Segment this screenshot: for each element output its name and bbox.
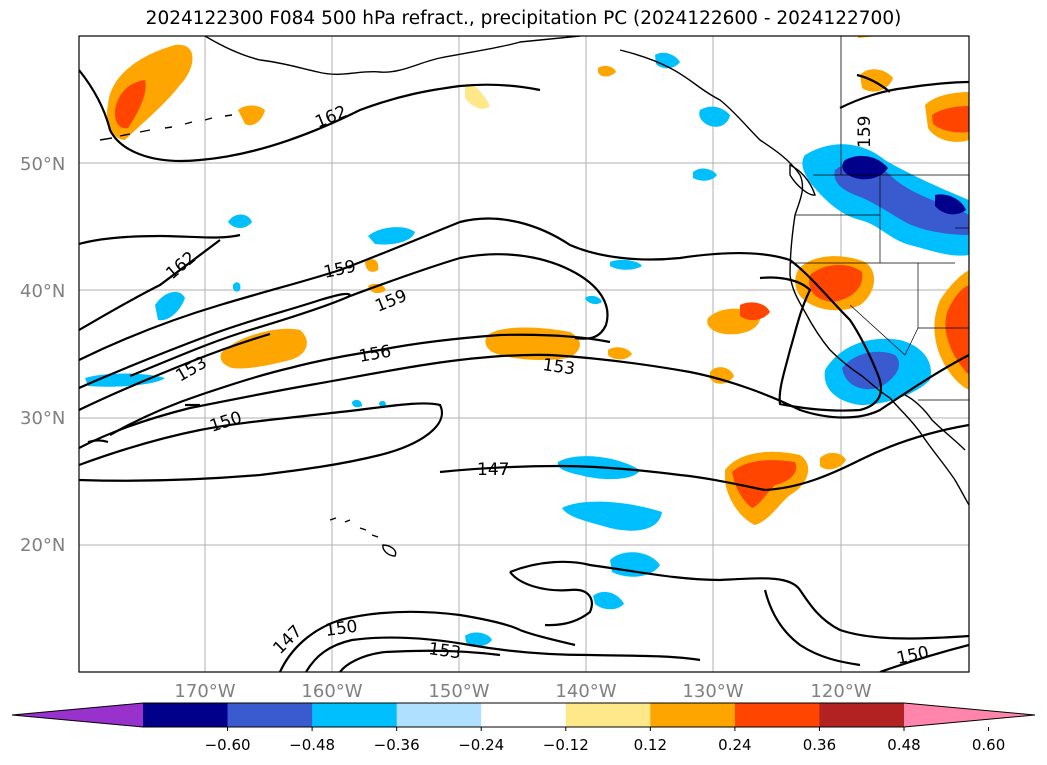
colorbar-tick-label: −0.12 [543, 736, 589, 754]
contour-label: 147 [477, 460, 509, 480]
colorbar-segment [650, 703, 736, 727]
refractivity-contours [79, 69, 969, 672]
precip-blob-west-band [220, 328, 307, 369]
contour-south-east [763, 589, 861, 667]
lat-label: 40°N [20, 281, 65, 302]
contour-ne [839, 80, 969, 109]
longitude-labels: 170°W 160°W 150°W 140°W 130°W 120°W [174, 681, 871, 702]
lon-label: 140°W [555, 681, 616, 702]
lat-label: 50°N [20, 154, 65, 175]
colorbar-segment [227, 703, 313, 727]
precip-blob-small [710, 367, 734, 384]
contour-153-south [339, 649, 501, 672]
colorbar-segment [734, 703, 820, 727]
lon-label: 130°W [682, 681, 743, 702]
contour-label: 153 [541, 355, 576, 379]
contour-153 [79, 353, 969, 449]
precip-blob-california [795, 256, 875, 311]
colorbar-tick-label: 0.12 [634, 736, 667, 754]
contour-147-south [278, 610, 521, 672]
colorbar-extend-low [12, 703, 143, 727]
contour-150-south [509, 560, 969, 640]
contour-ne-small [856, 73, 891, 93]
latitude-labels: 50°N 40°N 30°N 20°N [20, 154, 65, 556]
contour-162-north [79, 69, 541, 162]
contour-153-south-b [519, 628, 576, 647]
colorbar-segment [481, 703, 567, 727]
contour-156-wedge [79, 292, 352, 390]
lon-label: 170°W [174, 681, 235, 702]
contour-162-west [79, 233, 241, 246]
precip-blob-small [238, 105, 265, 126]
map-frame [78, 35, 970, 673]
precip-blob-ne [858, 36, 969, 142]
contour-162-west-lower [79, 239, 221, 331]
contour-159-inner [349, 253, 609, 340]
contour-150-se [879, 643, 969, 672]
colorbar-segment [312, 703, 398, 727]
precip-blob-pnw [655, 52, 969, 256]
precip-shading [85, 36, 969, 647]
contour-small [87, 439, 109, 444]
precip-blob-small [608, 347, 632, 360]
lon-label: 150°W [428, 681, 489, 702]
colorbar-tick-label: −0.48 [289, 736, 335, 754]
colorbar-segment [565, 703, 651, 727]
contour-label: 159 [855, 116, 875, 148]
lon-label: 120°W [810, 681, 871, 702]
lon-label: 160°W [301, 681, 362, 702]
colorbar-segment [143, 703, 229, 727]
colorbar-tick-label: −0.24 [458, 736, 504, 754]
colorbar-extend-high [904, 703, 1035, 727]
colorbar-tick-label: 0.36 [803, 736, 836, 754]
contour-label: 153 [427, 639, 462, 663]
precip-blob-small [598, 65, 616, 77]
colorbar-segment [396, 703, 482, 727]
precip-blob-small [740, 302, 770, 321]
political-borders [790, 36, 969, 401]
colorbar-segment [819, 703, 905, 727]
contour-147 [439, 423, 969, 492]
colorbar-tick-label: 0.48 [887, 736, 920, 754]
colorbar-outline [11, 702, 1036, 728]
contour-156 [109, 333, 611, 436]
contour-south-loop [509, 571, 593, 627]
contour-150-west [79, 402, 443, 482]
colorbar-tick-label: 0.24 [718, 736, 751, 754]
lat-label: 30°N [20, 408, 65, 429]
lat-label: 20°N [20, 535, 65, 556]
contour-label: 150 [324, 617, 359, 641]
precip-blob-subtropical [725, 451, 846, 525]
precip-blob-small [465, 83, 490, 109]
contour-159 [79, 217, 883, 412]
contour-150-south-west [305, 636, 701, 672]
colorbar: −0.60 −0.48 −0.36 −0.24 −0.12 0.12 0.24 0.36 0.4… [11, 702, 1036, 754]
colorbar-tick-label: −0.60 [205, 736, 251, 754]
coastlines [99, 36, 969, 557]
colorbar-tick-label: 0.60 [972, 736, 1005, 754]
map-title: 2024122300 F084 500 hPa refract., precip… [145, 8, 902, 29]
precip-blob-aleutian [106, 44, 193, 141]
colorbar-tick-label: −0.36 [374, 736, 420, 754]
contour-153-west [79, 332, 271, 411]
contour-labels: 162 162 159 159 159 156 153 153 153 150 … [162, 102, 930, 669]
